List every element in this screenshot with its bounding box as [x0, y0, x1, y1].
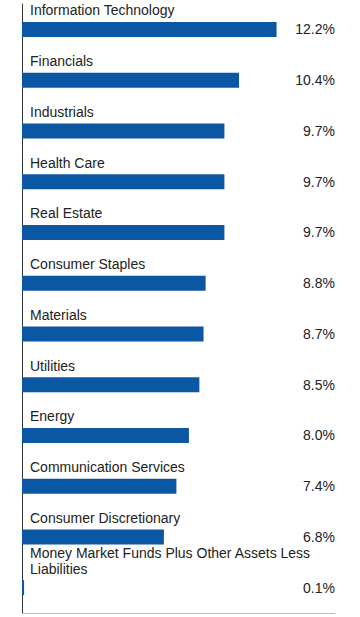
- svg-text:Communication Services: Communication Services: [30, 459, 185, 475]
- svg-text:Consumer Discretionary: Consumer Discretionary: [30, 510, 180, 526]
- svg-text:9.7%: 9.7%: [303, 174, 335, 190]
- svg-text:8.8%: 8.8%: [303, 275, 335, 291]
- svg-text:6.8%: 6.8%: [303, 529, 335, 545]
- svg-text:12.2%: 12.2%: [295, 21, 335, 37]
- svg-text:8.5%: 8.5%: [303, 377, 335, 393]
- svg-text:Utilities: Utilities: [30, 358, 75, 374]
- svg-text:0.1%: 0.1%: [303, 580, 335, 596]
- svg-text:7.4%: 7.4%: [303, 478, 335, 494]
- svg-text:Energy: Energy: [30, 408, 74, 424]
- svg-text:9.7%: 9.7%: [303, 123, 335, 139]
- svg-text:Industrials: Industrials: [30, 104, 94, 120]
- svg-text:Real Estate: Real Estate: [30, 205, 103, 221]
- svg-text:Information Technology: Information Technology: [30, 2, 175, 18]
- svg-text:8.0%: 8.0%: [303, 427, 335, 443]
- svg-text:10.4%: 10.4%: [295, 72, 335, 88]
- svg-text:Financials: Financials: [30, 53, 93, 69]
- svg-text:8.7%: 8.7%: [303, 326, 335, 342]
- svg-text:Health Care: Health Care: [30, 155, 105, 171]
- svg-text:Liabilities: Liabilities: [30, 561, 88, 577]
- svg-text:Consumer Staples: Consumer Staples: [30, 256, 145, 272]
- svg-text:Materials: Materials: [30, 307, 87, 323]
- svg-text:Money Market Funds Plus Other: Money Market Funds Plus Other Assets Les…: [30, 545, 314, 561]
- svg-text:9.7%: 9.7%: [303, 224, 335, 240]
